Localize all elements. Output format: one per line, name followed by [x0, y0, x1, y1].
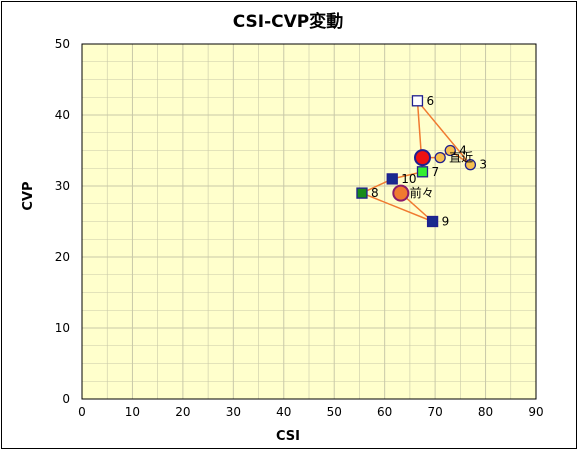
y-axis-title: CVP	[21, 181, 36, 210]
x-tick-label: 30	[226, 405, 241, 419]
x-tick-label: 50	[327, 405, 342, 419]
x-tick-label: 20	[175, 405, 190, 419]
data-point-label: 直近	[449, 151, 473, 165]
data-point-circle	[444, 144, 456, 157]
x-tick-label: 90	[528, 405, 543, 419]
x-tick-label: 80	[478, 405, 493, 419]
data-point-label: 9	[442, 215, 450, 229]
data-point-label: 前々	[410, 185, 434, 200]
x-axis-title: CSI	[276, 429, 300, 444]
data-point-circle	[434, 151, 446, 164]
data-point-label: 3	[479, 158, 487, 172]
y-tick-label: 20	[55, 250, 70, 264]
y-tick-label: 50	[55, 37, 70, 51]
data-point-label: 6	[426, 94, 434, 108]
data-point-square	[386, 173, 398, 185]
data-point-label: 10	[401, 172, 416, 186]
plot-area: 0 10 20 30 40 50 60 70 80 90 0 10 20 30 40 50 前々 直近 34 6 7 8 9…	[55, 37, 544, 419]
y-tick-label: 10	[55, 321, 70, 335]
chart-title: CSI-CVP変動	[233, 11, 344, 32]
x-tick-label: 60	[377, 405, 392, 419]
x-tick-label: 40	[276, 405, 291, 419]
data-point-circle-large	[414, 149, 431, 167]
data-point-circle	[464, 159, 477, 171]
x-tick-label: 10	[125, 405, 140, 419]
y-tick-label: 40	[55, 108, 70, 122]
data-point-label: 7	[432, 165, 440, 179]
data-point-label: 4	[459, 144, 467, 158]
data-point-square	[416, 166, 429, 178]
data-point-square	[411, 95, 424, 107]
data-point-label: 8	[371, 186, 379, 200]
x-tick-label: 70	[427, 405, 442, 419]
y-tick-label: 0	[62, 392, 70, 406]
y-tick-label: 30	[55, 179, 70, 193]
data-point-square	[356, 187, 368, 199]
data-point-circle-large	[392, 184, 410, 202]
x-tick-label: 0	[78, 405, 86, 419]
series-path-line	[361, 100, 472, 223]
data-point-square	[426, 215, 439, 228]
plot-border	[81, 43, 537, 400]
